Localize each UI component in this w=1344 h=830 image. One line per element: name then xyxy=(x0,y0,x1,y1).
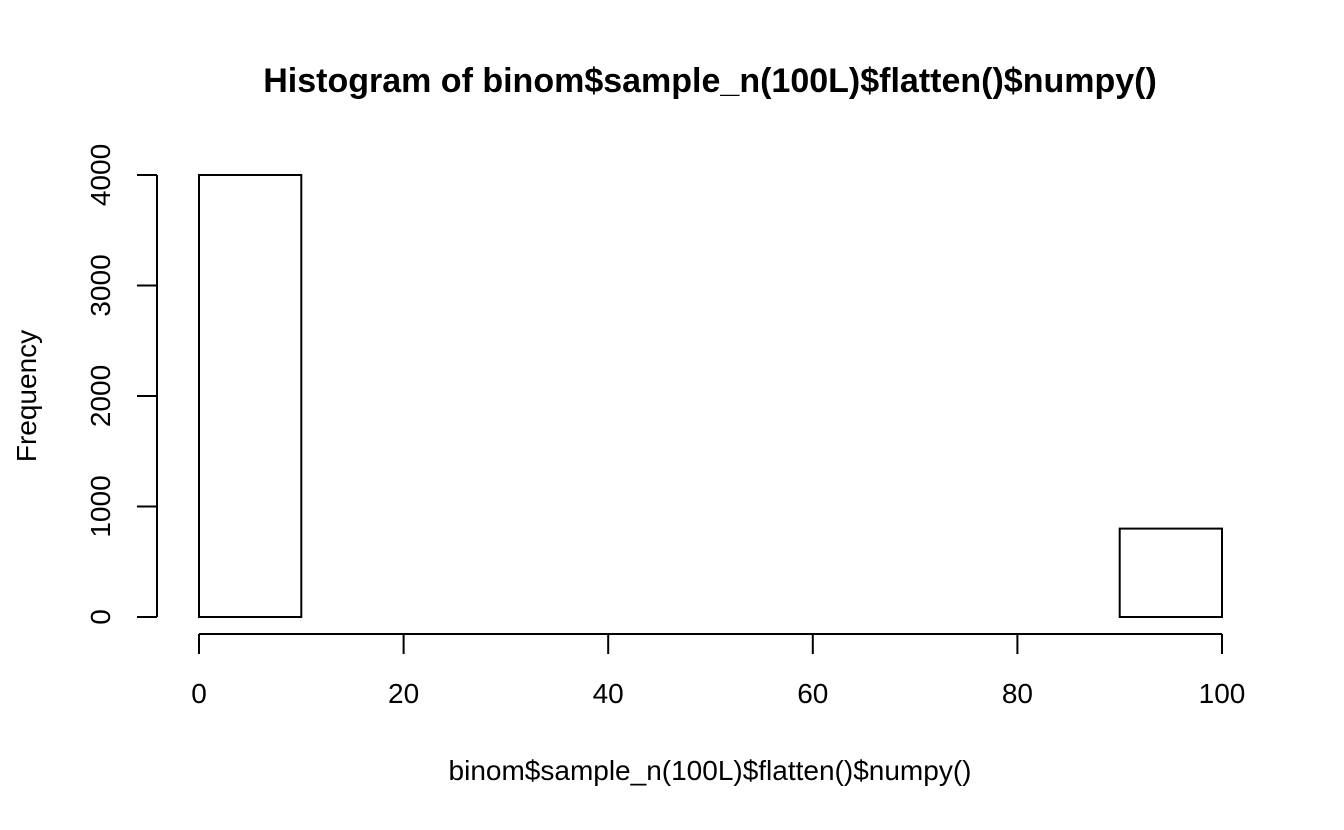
x-tick-label: 20 xyxy=(388,678,419,709)
x-axis: 0 20 40 60 80 100 xyxy=(191,633,1246,709)
bars-group xyxy=(198,174,1223,618)
y-tick-label: 0 xyxy=(85,609,116,625)
x-tick-label: 80 xyxy=(1002,678,1033,709)
y-axis: 0 1000 2000 3000 4000 xyxy=(85,144,158,625)
y-tick-label: 1000 xyxy=(85,475,116,537)
y-tick-label: 2000 xyxy=(85,365,116,427)
chart-title: Histogram of binom$sample_n(100L)$flatte… xyxy=(263,62,1157,100)
x-tick-label: 100 xyxy=(1199,678,1246,709)
x-tick-label: 0 xyxy=(191,678,207,709)
x-tick-label: 40 xyxy=(593,678,624,709)
y-axis-label: Frequency xyxy=(11,330,42,462)
histogram-bar xyxy=(1118,527,1223,618)
y-tick-label: 3000 xyxy=(85,254,116,316)
y-tick-label: 4000 xyxy=(85,144,116,206)
x-tick-label: 60 xyxy=(797,678,828,709)
histogram-bar xyxy=(198,174,303,618)
x-axis-label: binom$sample_n(100L)$flatten()$numpy() xyxy=(449,755,972,786)
